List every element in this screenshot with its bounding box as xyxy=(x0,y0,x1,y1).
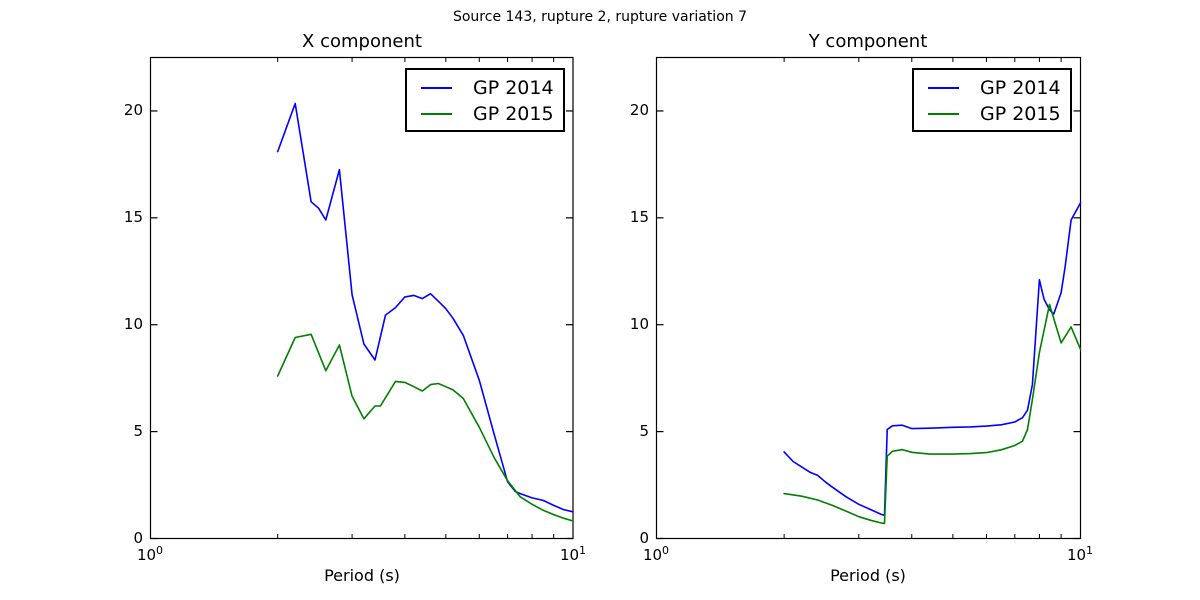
legend-label-gp2014: GP 2014 xyxy=(473,77,554,99)
xtick-exponent: 0 xyxy=(662,544,670,557)
left-ytick-20: 20 xyxy=(123,101,143,119)
xtick-base: 10 xyxy=(559,546,580,564)
legend-item-gp2015: GP 2015 xyxy=(421,101,555,127)
right-ytick-0: 0 xyxy=(639,529,649,547)
left-ytick-10: 10 xyxy=(123,315,143,333)
xtick-base: 10 xyxy=(136,546,157,564)
right-ytick-20: 20 xyxy=(629,101,649,119)
left-ytick-15: 15 xyxy=(123,208,143,226)
figure-suptitle: Source 143, rupture 2, rupture variation… xyxy=(452,9,747,25)
series-line-gp2014 xyxy=(783,202,1082,517)
gp2015-line-sample xyxy=(421,113,452,115)
right-xtick-1: 100 xyxy=(626,544,686,566)
right-ytick-15: 15 xyxy=(629,208,649,226)
xtick-exponent: 0 xyxy=(156,544,164,557)
left-plot-xlabel: Period (s) xyxy=(324,566,400,585)
plot-frame xyxy=(149,56,574,540)
series-line-gp2014 xyxy=(276,102,574,513)
left-xtick-10: 101 xyxy=(543,544,603,566)
legend-label-gp2015: GP 2015 xyxy=(473,103,554,125)
xtick-base: 10 xyxy=(1066,546,1087,564)
left-xtick-1: 100 xyxy=(120,544,180,566)
plot-frame xyxy=(655,56,1082,540)
right-plot-legend: GP 2014 GP 2015 xyxy=(912,68,1072,132)
gp2014-line-sample xyxy=(928,87,959,89)
legend-label-gp2015: GP 2015 xyxy=(980,103,1061,125)
xtick-exponent: 1 xyxy=(1086,544,1094,557)
gp2014-line-sample xyxy=(421,87,452,89)
legend-label-gp2014: GP 2014 xyxy=(980,77,1061,99)
left-plot-legend: GP 2014 GP 2015 xyxy=(405,68,565,132)
legend-item-gp2014: GP 2014 xyxy=(928,75,1062,101)
right-plot-title: Y component xyxy=(808,31,928,52)
right-ytick-5: 5 xyxy=(639,422,649,440)
gp2015-line-sample xyxy=(928,113,959,115)
legend-item-gp2014: GP 2014 xyxy=(421,75,555,101)
left-ytick-0: 0 xyxy=(133,529,143,547)
legend-item-gp2015: GP 2015 xyxy=(928,101,1062,127)
left-plot-title: X component xyxy=(302,31,422,52)
xtick-exponent: 1 xyxy=(579,544,587,557)
series-line-gp2015 xyxy=(783,303,1082,525)
left-ytick-5: 5 xyxy=(133,422,143,440)
xtick-base: 10 xyxy=(642,546,663,564)
right-ytick-10: 10 xyxy=(629,315,649,333)
right-plot-xlabel: Period (s) xyxy=(830,566,906,585)
right-xtick-10: 101 xyxy=(1050,544,1110,566)
series-line-gp2015 xyxy=(276,333,574,522)
